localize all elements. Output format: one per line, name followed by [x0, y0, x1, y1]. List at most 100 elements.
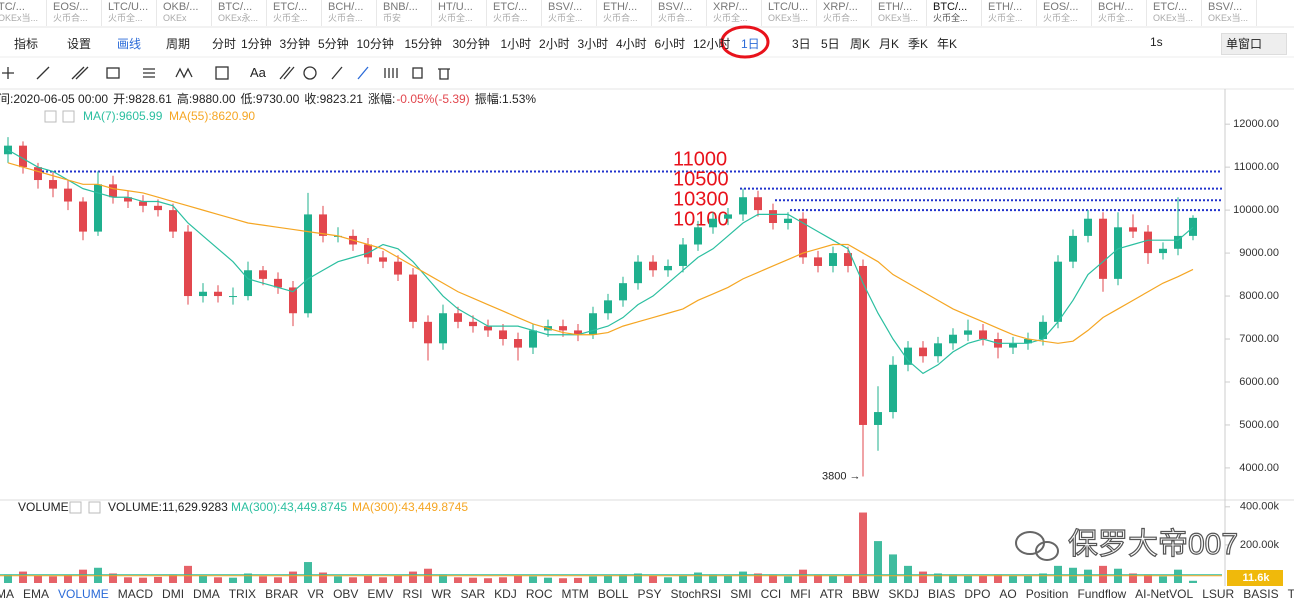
indicator-tab[interactable]: VR [307, 587, 325, 601]
indicator-tab[interactable]: PSY [637, 587, 662, 601]
period-button[interactable]: 10分钟 [356, 37, 394, 51]
indicator-tab[interactable]: AI-NetVOL [1135, 587, 1194, 601]
period-button[interactable]: 12小时 [693, 37, 731, 51]
tab[interactable]: ETC/... 火币合... [487, 0, 542, 26]
period-button[interactable]: 1小时 [500, 37, 532, 51]
indicator-tab[interactable]: MFI [790, 587, 811, 601]
period-button[interactable]: 2小时 [539, 37, 570, 51]
period-button[interactable]: 月K [879, 37, 900, 51]
tab[interactable]: BSV/... OKEx当... [1202, 0, 1257, 26]
tool-copy[interactable] [412, 67, 423, 79]
period-button[interactable]: 4小时 [616, 37, 647, 51]
period-button[interactable]: 周K [850, 37, 871, 51]
indicator-tab[interactable]: AO [999, 587, 1017, 601]
tab[interactable]: HT/U... 火币全... [432, 0, 487, 26]
tab[interactable]: XRP/... 火币全... [707, 0, 762, 26]
indicator-tab[interactable]: BIAS [928, 587, 956, 601]
indicator-tab[interactable]: WR [431, 587, 452, 601]
indicator-tab[interactable]: DMA [193, 587, 220, 601]
indicator-tab[interactable]: TRIX [228, 587, 257, 601]
indicator-tab[interactable]: SKDJ [888, 587, 920, 601]
tab[interactable]: BNB/... 币安 [377, 0, 432, 26]
tab[interactable]: EOS/... 火币合... [47, 0, 102, 26]
tab[interactable]: ETC/... OKEx当... [1147, 0, 1202, 26]
tab[interactable]: ETC/... 火币全... [267, 0, 322, 26]
period-label[interactable]: 周期 [166, 37, 191, 51]
period-button[interactable]: 6小时 [654, 37, 686, 51]
period-button[interactable]: 1日 [741, 37, 760, 51]
tab[interactable]: BCH/... 火币合... [322, 0, 377, 26]
indicator-tab[interactable]: ATR [819, 587, 844, 601]
tool-magnet[interactable] [303, 66, 317, 80]
indicator-tab[interactable]: EMA [23, 587, 50, 601]
tool-wave[interactable] [175, 67, 193, 79]
indicator-tab[interactable]: ROC [525, 587, 553, 601]
toolbar-right[interactable]: 1s [1150, 35, 1163, 49]
tool-measure[interactable] [215, 66, 229, 80]
indicator-tab[interactable]: CCI [760, 587, 782, 601]
tab[interactable]: EOS/... 火币全... [1037, 0, 1092, 26]
indicator-tab[interactable]: Position [1025, 587, 1069, 601]
tool-fib[interactable] [143, 68, 155, 78]
period-button[interactable]: 3小时 [577, 37, 609, 51]
indicator-tab[interactable]: DMI [162, 587, 185, 601]
indicator-tab[interactable]: OBV [333, 587, 359, 601]
period-button[interactable]: 季K [908, 37, 929, 51]
toolbar-button[interactable]: 设置 [67, 37, 92, 51]
tool-table[interactable] [384, 68, 398, 78]
tool-crosshair[interactable] [2, 67, 14, 79]
indicator-tab[interactable]: KDJ [494, 587, 517, 601]
tab[interactable]: XRP/... 火币合... [817, 0, 872, 26]
period-button[interactable]: 年K [937, 37, 958, 51]
period-button[interactable]: 1分钟 [241, 37, 272, 51]
tab[interactable]: ETH/... 火币合... [597, 0, 652, 26]
tab[interactable]: ETH/... OKEx当... [872, 0, 927, 26]
tab[interactable]: TC/... OKEx当... [0, 0, 47, 26]
indicator-tab[interactable]: StochRSI [670, 587, 722, 601]
tab[interactable]: BCH/... 火币全... [1092, 0, 1147, 26]
indicator-tab[interactable]: MACD [117, 587, 154, 601]
indicator-tab[interactable]: Fundflow [1077, 587, 1127, 601]
indicator-tab[interactable]: DPO [964, 587, 991, 601]
indicator-tab[interactable]: RSI [402, 587, 423, 601]
tool-parallel[interactable] [71, 66, 89, 80]
period-button[interactable]: 分时 [212, 37, 237, 51]
tool-brush[interactable] [279, 66, 295, 80]
tool-rect[interactable] [106, 67, 120, 79]
indicator-tab[interactable]: SAR [460, 587, 486, 601]
indicator-tab[interactable]: LSUR [1202, 587, 1235, 601]
indicator-tab[interactable]: BRAR [265, 587, 299, 601]
tool-lock[interactable] [357, 66, 369, 80]
toolbar-button[interactable]: 指标 [14, 37, 39, 51]
toolbar-right[interactable]: 单窗口 [1226, 37, 1263, 51]
period-button[interactable]: 15分钟 [404, 37, 442, 51]
tab[interactable]: LTC/U... 火币全... [102, 0, 157, 26]
tab[interactable]: LTC/U... OKEx当... [762, 0, 817, 26]
indicator-tab[interactable]: BASIS [1243, 587, 1279, 601]
period-button[interactable]: 5日 [821, 37, 840, 51]
tab[interactable]: BSV/... 火币合... [652, 0, 707, 26]
period-button[interactable]: 5分钟 [318, 37, 349, 51]
toolbar-button[interactable]: 画线 [117, 37, 142, 51]
window-select[interactable] [1221, 33, 1287, 55]
period-button[interactable]: 3分钟 [279, 37, 311, 51]
indicator-tab[interactable]: EMV [367, 587, 394, 601]
tool-pen[interactable] [331, 66, 343, 80]
tab[interactable]: ETH/... 火币全... [982, 0, 1037, 26]
indicator-tab[interactable]: MA [0, 587, 14, 601]
indicator-tab[interactable]: VOLUME [58, 587, 109, 601]
tool-delete[interactable] [438, 68, 450, 80]
period-button[interactable]: 3日 [792, 37, 811, 51]
tab[interactable]: BTC/... OKEx永... [212, 0, 267, 26]
indicator-tab[interactable]: BBW [852, 587, 880, 601]
tool-line[interactable] [36, 66, 50, 80]
tab[interactable]: OKB/... OKEx [157, 0, 212, 26]
indicator-tab[interactable]: SMI [730, 587, 752, 601]
tool-text[interactable]: Aa [250, 65, 266, 80]
indicator-tab[interactable]: TVolume [1287, 587, 1294, 601]
tab[interactable]: BTC/... 火币全... [927, 0, 982, 26]
tab[interactable]: BSV/... 火币全... [542, 0, 597, 26]
period-button[interactable]: 30分钟 [452, 37, 490, 51]
indicator-tab[interactable]: MTM [561, 587, 589, 601]
indicator-tab[interactable]: BOLL [597, 587, 629, 601]
